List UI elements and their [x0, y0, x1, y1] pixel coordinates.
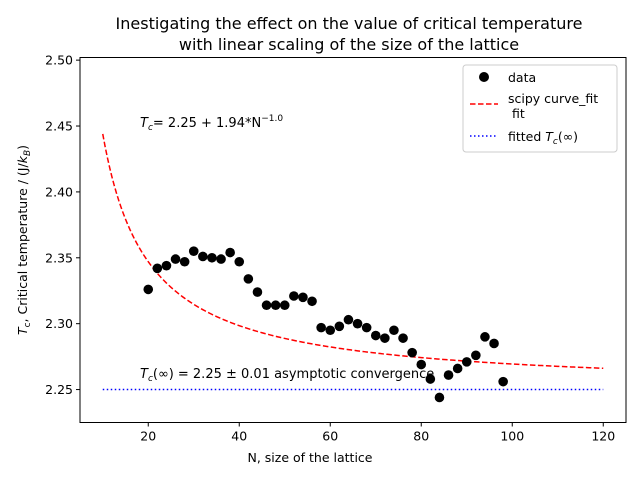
data-point: [389, 325, 399, 336]
x-axis: 20 40 60 80 100 120: [140, 422, 615, 444]
data-point: [398, 333, 408, 343]
asymptote-text: = 2.25 ± 0.01 asymptotic convergence: [178, 367, 434, 382]
fit-exponent-text: −1.0: [261, 114, 283, 124]
data-point: [352, 318, 363, 329]
data-point: [298, 292, 308, 303]
data-point: [316, 322, 326, 333]
fit-equation-annotation: Tc= 2.25 + 1.94*N−1.0: [140, 114, 283, 133]
legend-fit-label-line2: fit: [512, 106, 525, 121]
data-point: [152, 263, 163, 274]
data-point: [170, 254, 181, 264]
data-point: [279, 300, 290, 311]
legend-asymptote-label: fitted Tc(∞): [508, 129, 578, 147]
data-point: [325, 325, 336, 336]
data-point: [179, 256, 190, 267]
y-tick-label: 2.25: [45, 382, 73, 397]
fit-equation-text: = 2.25 + 1.94*N: [153, 116, 261, 131]
chart-title-line2: with linear scaling of the size of the l…: [179, 35, 519, 54]
legend-data-label: data: [508, 70, 536, 85]
data-point: [498, 376, 508, 387]
data-point: [243, 274, 254, 284]
data-point: [143, 284, 154, 295]
legend-data-marker: [479, 72, 489, 82]
data-point: [289, 291, 299, 301]
data-point: [234, 256, 245, 267]
data-point: [270, 300, 281, 311]
data-point: [225, 247, 235, 258]
data-point: [407, 347, 417, 358]
data-point: [461, 357, 472, 367]
y-axis: 2.25 2.30 2.35 2.40 2.45 2.50: [45, 53, 80, 397]
data-point: [425, 374, 436, 384]
data-point: [307, 296, 317, 307]
y-tick-label: 2.30: [45, 316, 73, 331]
data-point: [261, 300, 272, 311]
data-point: [188, 246, 199, 257]
data-point: [489, 338, 499, 349]
y-axis-label: Tc, Critical temperature / (J/kB): [15, 145, 33, 335]
x-tick-label: 40: [231, 429, 247, 444]
data-point: [361, 322, 372, 333]
x-tick-label: 120: [591, 429, 615, 444]
x-axis-label: N, size of the lattice: [248, 450, 373, 465]
legend-fit-label-line1: scipy curve_fit: [508, 91, 598, 106]
x-tick-label: 20: [140, 429, 156, 444]
data-point: [343, 314, 354, 325]
data-point: [198, 251, 208, 262]
data-point: [370, 330, 381, 341]
data-point: [480, 332, 490, 342]
data-point: [416, 359, 427, 370]
data-point: [334, 321, 345, 332]
y-tick-label: 2.50: [45, 53, 73, 68]
x-tick-label: 80: [413, 429, 429, 444]
data-point: [452, 363, 463, 374]
data-point: [471, 350, 481, 361]
legend-fit-label: scipy curve_fit: [508, 91, 598, 106]
x-tick-label: 60: [322, 429, 338, 444]
data-point: [434, 392, 445, 403]
x-tick-label: 100: [500, 429, 524, 444]
legend-box: [462, 64, 618, 153]
plot-frame: [79, 57, 627, 423]
data-point: [252, 287, 263, 297]
y-tick-label: 2.35: [45, 250, 73, 265]
points-layer: [143, 246, 508, 403]
y-tick-label: 2.40: [45, 184, 73, 199]
asymptote-annotation: Tc(∞) = 2.25 ± 0.01 asymptotic convergenc…: [140, 367, 434, 384]
data-point: [443, 370, 454, 380]
data-point: [380, 333, 390, 343]
data-point: [207, 252, 217, 263]
legend: data scipy curve_fit fit fitted Tc(∞): [462, 64, 618, 153]
chart-title-line1: Inestigating the effect on the value of …: [116, 14, 583, 33]
data-point: [161, 260, 172, 271]
y-tick-label: 2.45: [45, 119, 73, 134]
data-point: [216, 254, 226, 264]
